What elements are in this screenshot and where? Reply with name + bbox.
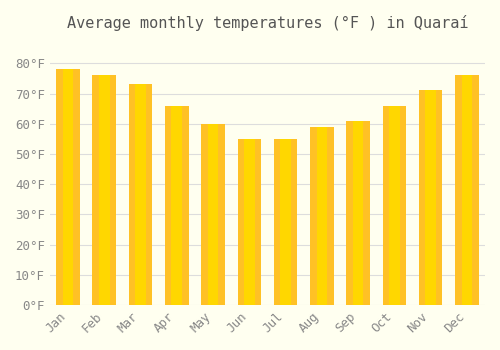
Bar bbox=[353, 121, 364, 305]
Bar bbox=[244, 139, 254, 305]
Bar bbox=[419, 91, 442, 305]
Bar bbox=[238, 139, 261, 305]
Bar bbox=[135, 84, 146, 305]
Bar bbox=[274, 139, 297, 305]
Bar bbox=[382, 106, 406, 305]
Bar bbox=[310, 127, 334, 305]
Bar bbox=[208, 124, 218, 305]
Bar bbox=[99, 75, 110, 305]
Bar bbox=[92, 75, 116, 305]
Bar bbox=[346, 121, 370, 305]
Bar bbox=[202, 124, 225, 305]
Title: Average monthly temperatures (°F ) in Quaraí: Average monthly temperatures (°F ) in Qu… bbox=[66, 15, 468, 31]
Bar bbox=[165, 106, 188, 305]
Bar bbox=[316, 127, 327, 305]
Bar bbox=[128, 84, 152, 305]
Bar bbox=[462, 75, 472, 305]
Bar bbox=[389, 106, 400, 305]
Bar bbox=[62, 69, 74, 305]
Bar bbox=[172, 106, 182, 305]
Bar bbox=[455, 75, 478, 305]
Bar bbox=[280, 139, 291, 305]
Bar bbox=[56, 69, 80, 305]
Bar bbox=[426, 91, 436, 305]
